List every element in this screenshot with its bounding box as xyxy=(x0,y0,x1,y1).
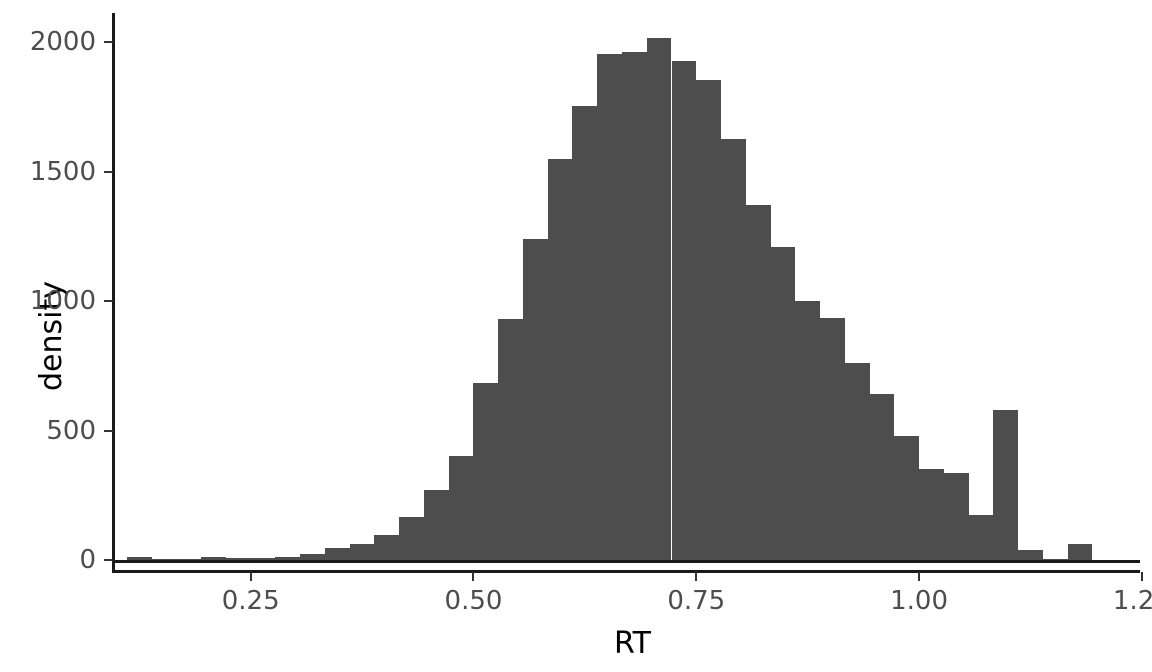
x-axis-tick-label: 0.75 xyxy=(667,586,726,616)
x-axis-tick-label: 1.00 xyxy=(890,586,949,616)
histogram-bar xyxy=(572,106,598,560)
histogram-bar xyxy=(646,38,672,560)
histogram-bar xyxy=(523,239,548,560)
histogram-bar xyxy=(399,517,424,560)
histogram-bar xyxy=(250,557,276,560)
x-axis-tick-mark xyxy=(1140,572,1143,581)
histogram-bar xyxy=(498,319,524,560)
histogram-bar xyxy=(943,472,969,560)
histogram-bar xyxy=(869,393,895,560)
y-axis-tick-label: 1000 xyxy=(29,286,96,316)
histogram-bar xyxy=(201,557,226,560)
histogram-bar xyxy=(1018,550,1043,560)
x-axis-tick-label: 0.50 xyxy=(444,586,503,616)
histogram-bar xyxy=(919,469,944,560)
histogram-bar xyxy=(126,556,152,560)
histogram-bar xyxy=(374,535,400,560)
histogram-bar xyxy=(696,80,722,560)
histogram-bar xyxy=(1067,543,1093,560)
histogram-bar xyxy=(225,558,251,560)
histogram-bar xyxy=(547,159,573,560)
plot-area xyxy=(113,13,1140,572)
histogram-bar xyxy=(721,139,746,560)
y-axis-tick-labels: 0 500 1000 1500 2000 xyxy=(0,0,96,672)
y-axis-tick-mark xyxy=(104,429,113,432)
histogram-bar xyxy=(795,301,821,560)
histogram-bar xyxy=(770,246,796,560)
y-axis-tick-label: 500 xyxy=(46,415,96,446)
y-axis-tick-label: 1500 xyxy=(29,156,96,187)
histogram-bar xyxy=(324,547,350,560)
histogram-bar xyxy=(448,456,474,560)
histogram-bar xyxy=(968,514,994,560)
histogram-bar xyxy=(1042,558,1068,560)
x-axis-tick-label: 1.25 xyxy=(1112,586,1152,616)
histogram-bar xyxy=(423,489,449,560)
histogram-bar xyxy=(745,205,771,560)
histogram-bar xyxy=(894,436,920,560)
y-axis-tick-label: 2000 xyxy=(29,27,96,57)
histogram-bar xyxy=(151,558,177,560)
x-axis-tick-mark xyxy=(472,572,475,581)
x-axis-tick-mark xyxy=(918,572,921,581)
y-axis-line xyxy=(112,13,115,572)
x-axis-tick-mark xyxy=(249,572,252,581)
histogram-bar xyxy=(820,317,845,560)
histogram-bar xyxy=(473,383,499,560)
histogram-bar xyxy=(275,556,301,560)
y-axis-tick-mark xyxy=(104,300,113,302)
histogram-bar xyxy=(671,60,697,560)
y-axis-tick-label: 0 xyxy=(79,545,96,575)
histogram-bar xyxy=(597,54,623,560)
x-axis-tick-label: 0.25 xyxy=(221,586,280,616)
histogram-bar xyxy=(844,363,870,560)
y-axis-tick-mark xyxy=(104,559,113,561)
x-axis-line xyxy=(112,570,1140,573)
histogram-bar xyxy=(349,543,375,560)
y-axis-tick-mark xyxy=(104,170,113,173)
x-axis-label: RT xyxy=(614,626,651,661)
y-axis-tick-mark xyxy=(104,41,113,43)
histogram-bar xyxy=(993,409,1019,560)
histogram-bar xyxy=(176,558,202,560)
baseline-rule xyxy=(113,560,1140,563)
histogram-bar xyxy=(300,554,325,560)
histogram-bar xyxy=(622,52,647,560)
x-axis-tick-mark xyxy=(695,572,698,581)
